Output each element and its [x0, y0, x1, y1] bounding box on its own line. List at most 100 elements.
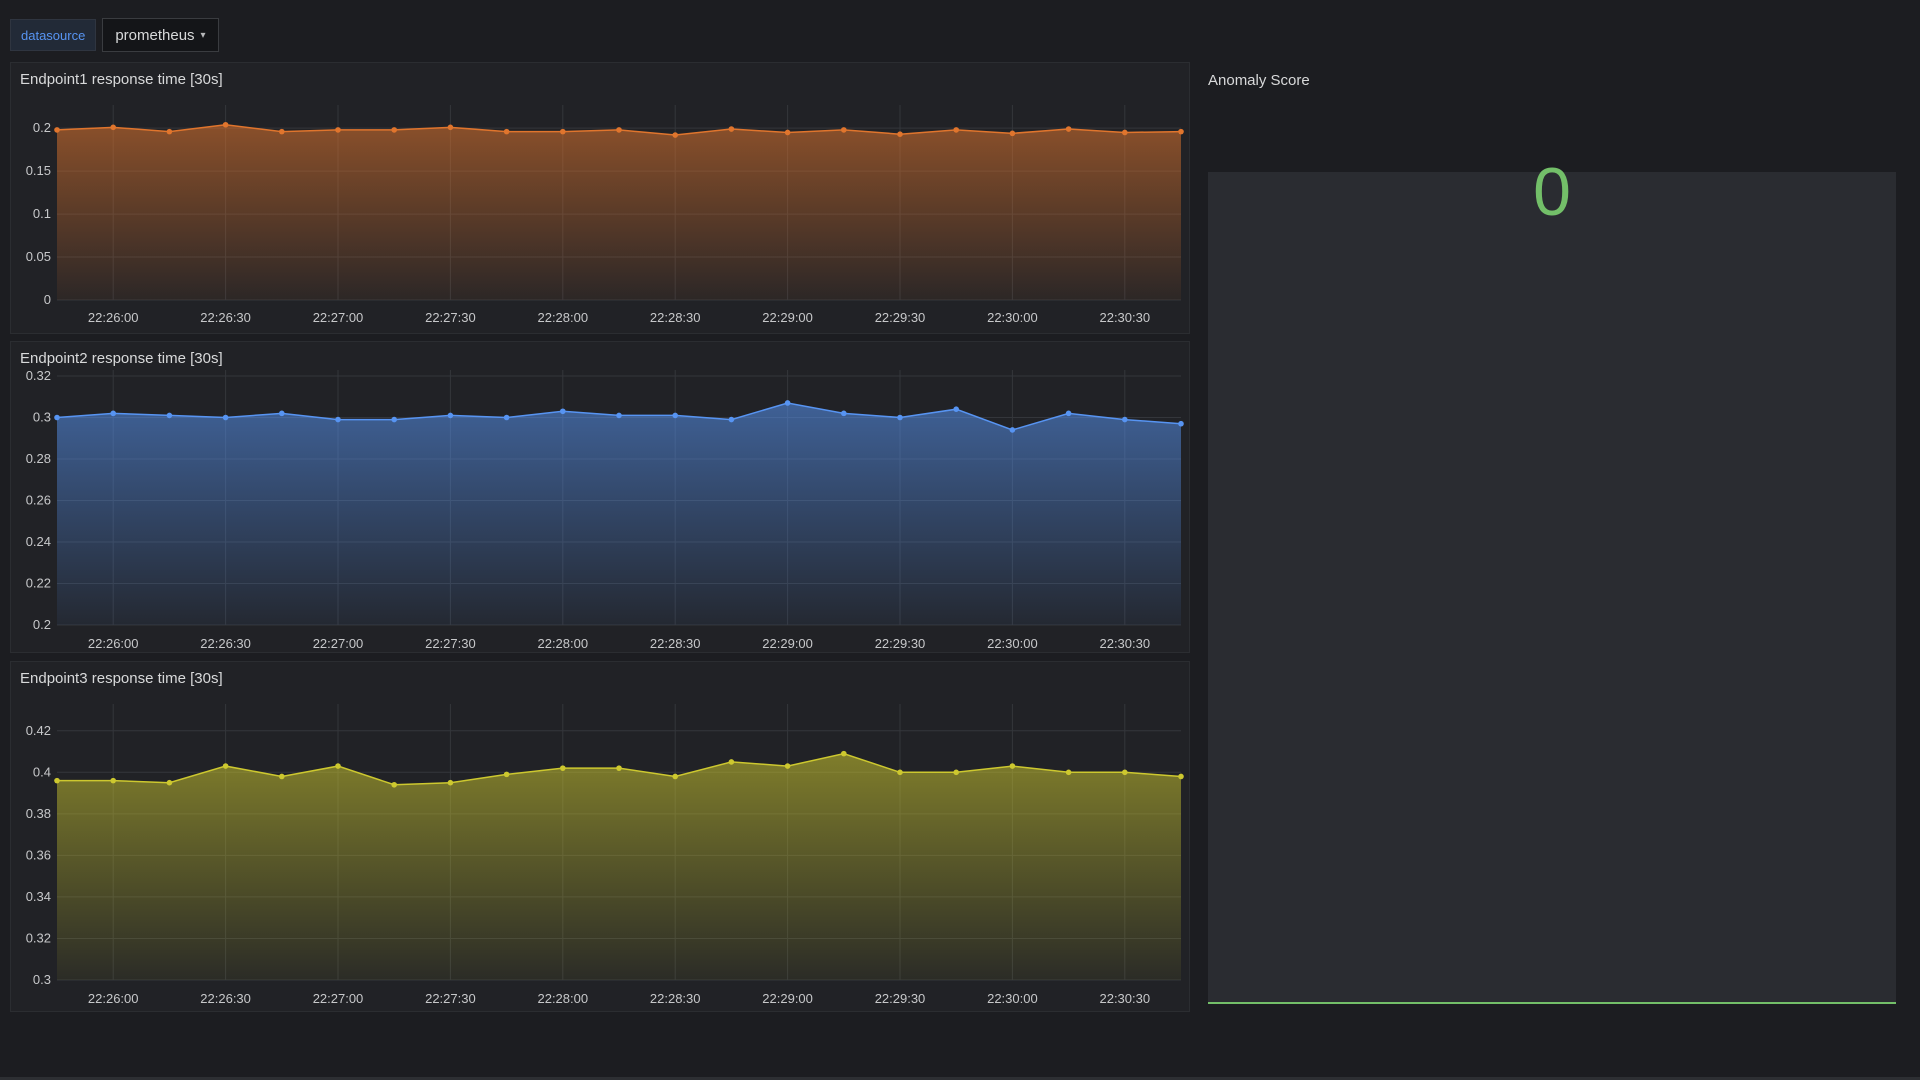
x-tick-label: 22:27:00: [313, 636, 364, 651]
data-point[interactable]: [616, 765, 622, 771]
data-point[interactable]: [784, 129, 791, 136]
data-point[interactable]: [1065, 126, 1072, 132]
data-point[interactable]: [841, 127, 847, 133]
stat-sparkline: [1208, 1002, 1896, 1004]
data-point[interactable]: [1178, 420, 1184, 427]
data-point[interactable]: [110, 124, 116, 131]
data-point[interactable]: [616, 127, 622, 133]
data-point[interactable]: [279, 410, 285, 417]
series-area: [57, 753, 1181, 980]
data-point[interactable]: [335, 127, 341, 133]
y-tick-label: 0.38: [26, 806, 51, 821]
data-point[interactable]: [54, 414, 60, 421]
data-point[interactable]: [110, 777, 116, 784]
panel-title: Endpoint1 response time [30s]: [20, 71, 223, 88]
data-point[interactable]: [166, 128, 173, 135]
x-tick-label: 22:29:00: [762, 310, 813, 325]
data-point[interactable]: [279, 128, 285, 135]
data-point[interactable]: [1122, 416, 1128, 423]
y-tick-label: 0.15: [26, 163, 51, 178]
data-point[interactable]: [447, 779, 454, 786]
y-tick-label: 0.28: [26, 451, 51, 466]
anomaly-score-value: 0: [1533, 154, 1571, 230]
data-point[interactable]: [784, 400, 791, 406]
x-tick-label: 22:30:00: [987, 991, 1038, 1006]
data-point[interactable]: [222, 414, 229, 421]
endpoint2-panel[interactable]: Endpoint2 response time [30s] 0.2 0.22 0.2…: [10, 341, 1190, 653]
data-point[interactable]: [728, 416, 735, 423]
data-point[interactable]: [1178, 773, 1184, 780]
data-point[interactable]: [897, 414, 903, 421]
panel-title: Endpoint3 response time [30s]: [20, 670, 223, 687]
data-point[interactable]: [560, 128, 566, 135]
x-tick-label: 22:28:00: [537, 991, 588, 1006]
data-point[interactable]: [1065, 769, 1072, 776]
data-point[interactable]: [616, 412, 622, 419]
data-point[interactable]: [1065, 410, 1072, 417]
endpoint3-panel[interactable]: Endpoint3 response time [30s] 0.3 0.32 0.3…: [10, 661, 1190, 1012]
data-point[interactable]: [222, 763, 229, 769]
data-point[interactable]: [391, 416, 398, 423]
data-point[interactable]: [279, 773, 285, 780]
x-tick-label: 22:27:30: [425, 636, 476, 651]
data-point[interactable]: [447, 124, 454, 131]
data-point[interactable]: [1009, 427, 1016, 433]
data-point[interactable]: [166, 412, 173, 419]
data-point[interactable]: [1178, 128, 1184, 135]
data-point[interactable]: [503, 771, 510, 778]
endpoint1-panel[interactable]: Endpoint1 response time [30s] 0 0.05 0.1 0.…: [10, 62, 1190, 334]
data-point[interactable]: [391, 781, 398, 788]
data-point[interactable]: [672, 773, 678, 780]
data-point[interactable]: [1122, 769, 1128, 776]
data-point[interactable]: [841, 750, 847, 757]
template-variables-bar: datasource prometheus ▾: [10, 18, 219, 52]
data-point[interactable]: [1009, 130, 1016, 137]
data-point[interactable]: [503, 414, 510, 421]
data-point[interactable]: [841, 410, 847, 417]
data-point[interactable]: [728, 759, 735, 765]
data-point[interactable]: [897, 131, 903, 137]
y-tick-label: 0.24: [26, 534, 51, 549]
x-tick-label: 22:28:30: [650, 991, 701, 1006]
endpoint2-chart: 0.2 0.22 0.24 0.26 0.28 0.3 0.32 22:26:00 22:26:…: [26, 368, 1184, 651]
panel-title: Anomaly Score: [1208, 72, 1310, 89]
y-tick-label: 0.3: [33, 410, 51, 425]
data-point[interactable]: [953, 406, 959, 412]
stat-sparkline-area: [1208, 172, 1896, 1004]
y-tick-label: 0.05: [26, 249, 51, 264]
data-point[interactable]: [447, 412, 454, 419]
series-area: [57, 124, 1181, 300]
data-point[interactable]: [728, 126, 735, 132]
data-point[interactable]: [166, 779, 173, 786]
data-point[interactable]: [391, 127, 398, 133]
x-tick-label: 22:29:30: [875, 991, 926, 1006]
data-point[interactable]: [784, 763, 791, 769]
data-point[interactable]: [335, 763, 341, 769]
data-point[interactable]: [54, 127, 60, 133]
data-point[interactable]: [1009, 763, 1016, 769]
chevron-down-icon: ▾: [200, 29, 206, 41]
y-tick-label: 0.2: [33, 120, 51, 135]
data-point[interactable]: [897, 769, 903, 776]
x-tick-label: 22:27:00: [313, 310, 364, 325]
data-point[interactable]: [672, 132, 678, 138]
x-tick-label: 22:29:00: [762, 991, 813, 1006]
y-tick-label: 0.22: [26, 576, 51, 591]
data-point[interactable]: [110, 410, 116, 417]
datasource-variable-select[interactable]: prometheus ▾: [102, 18, 219, 52]
data-point[interactable]: [54, 777, 60, 784]
data-point[interactable]: [953, 127, 959, 133]
data-point[interactable]: [560, 765, 566, 771]
data-point[interactable]: [222, 121, 229, 128]
data-point[interactable]: [335, 416, 341, 423]
data-point[interactable]: [953, 769, 959, 776]
data-point[interactable]: [1122, 129, 1128, 136]
x-tick-label: 22:29:00: [762, 636, 813, 651]
data-point[interactable]: [560, 408, 566, 415]
data-point[interactable]: [672, 412, 678, 419]
y-tick-label: 0.1: [33, 206, 51, 221]
x-tick-label: 22:26:30: [200, 310, 251, 325]
data-point[interactable]: [503, 128, 510, 135]
series-area: [57, 402, 1181, 625]
anomaly-score-panel[interactable]: Anomaly Score 0: [1196, 62, 1908, 1012]
